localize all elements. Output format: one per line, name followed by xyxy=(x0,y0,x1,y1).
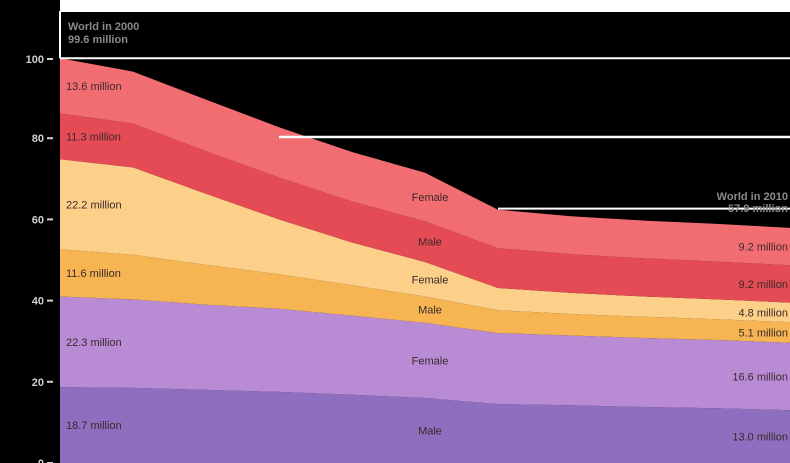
series-labels: 18.7 million Male 13.0 million 22.3 million… xyxy=(66,81,788,444)
y-tick-label: 80 xyxy=(32,133,44,145)
left-axis-panel xyxy=(0,0,60,463)
series-end-label: 9.2 million xyxy=(738,242,788,254)
series-start-label: 11.6 million xyxy=(66,268,121,280)
y-tick-label: 60 xyxy=(32,214,44,226)
annotation-end-line: 57.9 million xyxy=(728,203,788,215)
series-start-label: 11.3 million xyxy=(66,131,121,143)
area-series-0 xyxy=(60,387,790,463)
y-tick-label: 0 xyxy=(38,458,44,463)
area-series-1 xyxy=(60,296,790,411)
series-start-label: 18.7 million xyxy=(66,420,122,432)
annotation-start-line: 99.6 million xyxy=(68,34,128,46)
series-end-label: 16.6 million xyxy=(732,372,788,384)
series-start-label: 13.6 million xyxy=(66,81,122,93)
area-series-4 xyxy=(60,113,790,303)
area-series-5 xyxy=(60,58,790,266)
area-series-2 xyxy=(60,249,790,343)
annotation-start-line: World in 2000 xyxy=(68,21,139,33)
series-end-label: 9.2 million xyxy=(738,279,788,291)
series-mid-label: Male xyxy=(418,237,442,249)
y-tick-label: 100 xyxy=(26,54,44,66)
series-start-label: 22.3 million xyxy=(66,337,122,349)
series-mid-label: Female xyxy=(412,274,449,286)
series-mid-label: Male xyxy=(418,426,442,438)
annotation-end-line: World in 2010 xyxy=(717,191,788,203)
area-series-3 xyxy=(60,159,790,323)
y-tick-label: 40 xyxy=(32,296,44,308)
series-mid-label: Male xyxy=(418,305,442,317)
series-mid-label: Female xyxy=(412,192,449,204)
y-tick-label: 20 xyxy=(32,377,44,389)
series-end-label: 13.0 million xyxy=(732,432,788,444)
series-end-label: 4.8 million xyxy=(738,307,788,319)
stacked-areas xyxy=(60,58,790,463)
reference-lines xyxy=(59,10,790,210)
series-start-label: 22.2 million xyxy=(66,199,122,211)
series-end-label: 5.1 million xyxy=(738,327,788,339)
y-axis: 100 80 60 40 20 0 xyxy=(26,54,53,463)
series-mid-label: Female xyxy=(412,355,449,367)
